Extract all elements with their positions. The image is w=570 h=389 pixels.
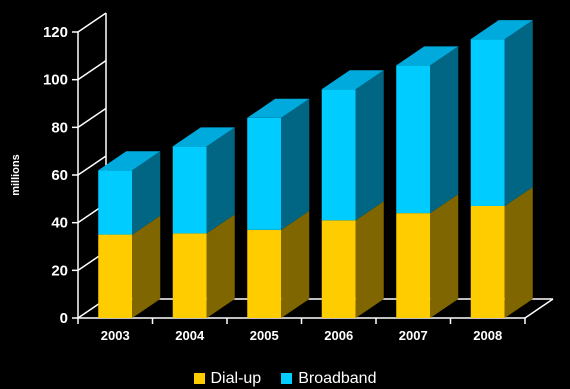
x-tick-label: 2007 — [399, 328, 428, 343]
y-tick-label: 0 — [60, 310, 68, 327]
y-tick-diagonal — [77, 12, 107, 33]
x-tick-label: 2003 — [101, 328, 130, 343]
bar-dial-up-2006 — [321, 220, 356, 318]
y-tick-diagonal — [77, 155, 107, 176]
bar-broadband-2007 — [396, 65, 431, 214]
x-tick-label: 2008 — [473, 328, 502, 343]
legend-swatch-dialup — [193, 373, 205, 384]
bar-side-broadband-2003 — [132, 151, 161, 235]
y-tick-label: 20 — [51, 262, 68, 279]
bar-top-broadband-2003 — [98, 151, 161, 171]
bar-side-dial-up-2003 — [132, 215, 161, 318]
y-tick-label: 60 — [51, 167, 68, 184]
y-tick-label: 80 — [51, 119, 68, 136]
bar-dial-up-2003 — [98, 234, 133, 318]
bar-broadband-2006 — [321, 89, 356, 221]
bar-top-broadband-2008 — [470, 20, 533, 40]
bar-broadband-2003 — [98, 170, 133, 235]
bar-side-dial-up-2005 — [281, 210, 310, 318]
chart-bars — [98, 20, 533, 318]
legend-item-dialup: Dial-up — [193, 369, 262, 388]
chart-labels: 0 20 40 60 80 100 120 millions 2003 2004 2005 2006 2… — [10, 24, 502, 343]
y-tick-diagonal — [77, 60, 107, 81]
bar-side-dial-up-2004 — [206, 214, 235, 318]
bar-broadband-2005 — [247, 117, 282, 230]
bar-dial-up-2005 — [247, 229, 282, 318]
legend-swatch-broadband — [281, 373, 293, 384]
y-tick-label: 100 — [43, 72, 68, 89]
y-tick-label: 120 — [43, 24, 68, 41]
bar-side-dial-up-2007 — [430, 194, 459, 318]
x-tick-label: 2006 — [324, 328, 353, 343]
bar-side-broadband-2004 — [206, 127, 235, 234]
bar-top-broadband-2006 — [321, 70, 384, 90]
bar-top-broadband-2004 — [172, 127, 235, 147]
bar-side-broadband-2006 — [355, 70, 384, 221]
bar-top-broadband-2005 — [247, 98, 310, 118]
bar-side-broadband-2008 — [504, 20, 533, 206]
bar-side-dial-up-2006 — [355, 201, 384, 318]
bar-side-broadband-2007 — [430, 46, 459, 214]
x-tick-label: 2005 — [250, 328, 279, 343]
y-tick-label: 40 — [51, 215, 68, 232]
floor-right-edge — [524, 298, 554, 319]
legend-label-broadband: Broadband — [298, 369, 377, 387]
bar-broadband-2004 — [172, 146, 207, 234]
legend-item-broadband: Broadband — [281, 370, 376, 388]
bar-broadband-2008 — [470, 39, 505, 206]
bar-side-broadband-2005 — [281, 98, 310, 230]
bar-side-dial-up-2008 — [504, 186, 533, 318]
bar-dial-up-2008 — [470, 205, 505, 318]
bar-dial-up-2004 — [172, 233, 207, 318]
legend-label-dialup: Dial-up — [210, 369, 262, 387]
bar-dial-up-2007 — [396, 213, 431, 318]
x-tick-label: 2004 — [175, 328, 205, 343]
y-tick-diagonal — [77, 107, 107, 128]
y-axis-label: millions — [10, 154, 22, 196]
chart-legend: Dial-up Broadband — [0, 368, 570, 389]
bar-top-broadband-2007 — [396, 46, 459, 66]
